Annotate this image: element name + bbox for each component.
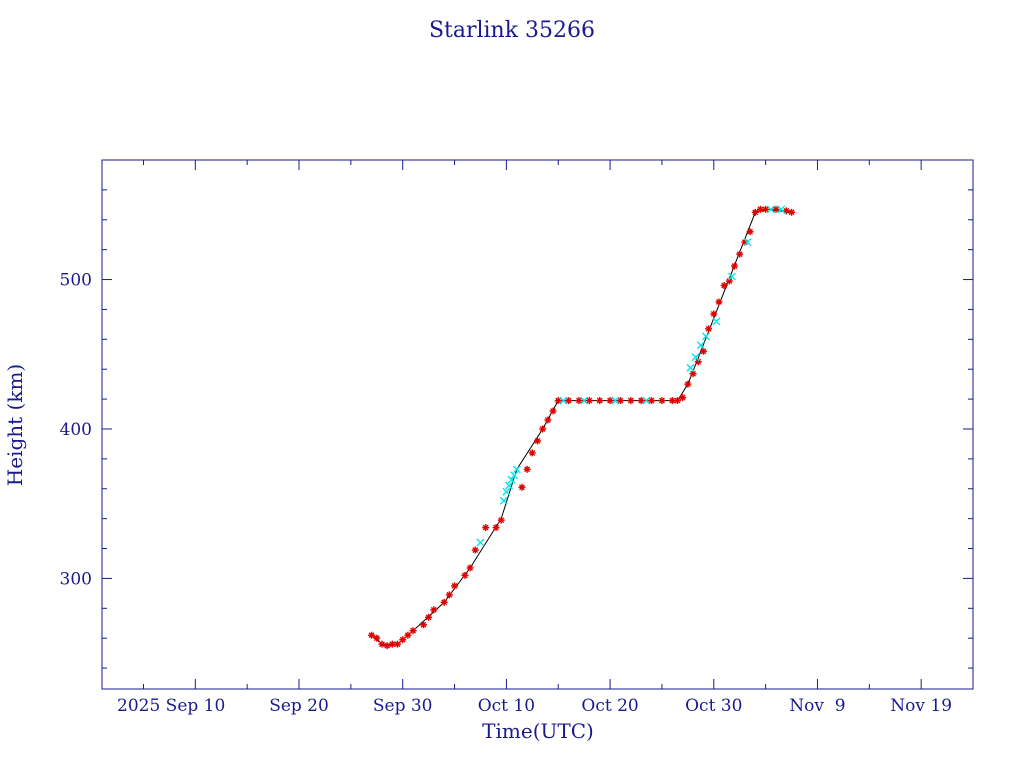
star-point — [471, 546, 479, 554]
star-point — [482, 524, 490, 532]
star-point — [368, 631, 376, 639]
cross-point — [502, 487, 511, 496]
star-point — [710, 310, 718, 318]
cross-point — [702, 332, 710, 341]
cross-point — [777, 205, 786, 214]
cross-point — [507, 475, 516, 484]
star-point — [637, 397, 645, 405]
star-point — [565, 397, 573, 405]
star-point — [699, 347, 707, 355]
cross-point — [499, 496, 508, 505]
star-point — [648, 397, 656, 405]
cross-point — [559, 396, 568, 405]
star-point — [492, 524, 500, 532]
x-tick-label: Nov 9 — [789, 696, 845, 716]
axis-ticks — [102, 159, 973, 689]
star-point — [684, 380, 692, 388]
star-point — [378, 640, 386, 648]
star-point — [606, 397, 614, 405]
star-point — [461, 571, 469, 579]
cross-point — [712, 317, 721, 326]
star-point — [534, 437, 541, 445]
star-point — [440, 598, 448, 606]
star-point — [585, 397, 593, 405]
star-point — [788, 208, 796, 216]
star-point — [746, 228, 754, 236]
x-tick-label: Oct 20 — [581, 696, 638, 716]
x-axis-label: Time(UTC) — [482, 719, 594, 743]
star-point — [616, 397, 624, 405]
star-point — [554, 397, 562, 405]
star-point — [751, 208, 759, 216]
star-point — [404, 631, 412, 639]
star-point — [705, 325, 713, 333]
y-axis-label: Height (km) — [3, 364, 27, 486]
cross-point — [476, 538, 485, 547]
star-point — [445, 591, 453, 599]
star-point — [497, 516, 505, 524]
cross-point — [766, 205, 775, 214]
x-tick-label: Oct 10 — [478, 696, 535, 716]
star-point — [523, 465, 531, 473]
star-point — [409, 627, 417, 635]
star-point — [425, 613, 433, 621]
x-tick-label: Sep 20 — [269, 696, 329, 716]
cross-point — [504, 481, 513, 490]
cross-point — [696, 341, 705, 350]
cross-point — [743, 238, 752, 247]
cross-point — [512, 465, 521, 474]
star-point — [596, 397, 604, 405]
star-point — [451, 582, 459, 590]
x-tick-label: Sep 30 — [373, 696, 433, 716]
cross-point — [727, 272, 736, 281]
y-tick-label: 400 — [60, 420, 92, 440]
star-point — [762, 205, 770, 213]
star-point — [627, 397, 635, 405]
cross-point — [642, 396, 651, 405]
star-point — [419, 621, 427, 629]
star-point — [539, 425, 547, 433]
star-point — [772, 205, 780, 213]
star-point — [466, 564, 474, 572]
star-point — [673, 397, 681, 405]
star-point — [394, 640, 402, 648]
cross-point — [691, 353, 700, 362]
tick-labels: 2025 Sep 10 Sep 20 Sep 30 Oct 10 Oct 20 Oct 3… — [60, 271, 952, 716]
plot-frame — [101, 159, 974, 690]
data-points — [368, 205, 796, 650]
trajectory-line — [371, 208, 792, 647]
star-point — [679, 394, 687, 402]
star-point — [694, 358, 702, 366]
star-point — [518, 483, 526, 491]
x-tick-label: 2025 Sep 10 — [117, 696, 225, 716]
cross-point — [611, 396, 620, 405]
star-point — [544, 416, 552, 424]
star-point — [731, 262, 739, 270]
star-point — [383, 642, 391, 650]
x-tick-label: Nov 19 — [890, 696, 952, 716]
star-point — [736, 250, 744, 258]
star-point — [430, 606, 438, 614]
y-tick-label: 300 — [60, 569, 92, 589]
star-point — [528, 449, 536, 457]
star-point — [575, 397, 583, 405]
y-tick-label: 500 — [60, 271, 92, 291]
star-point — [689, 370, 697, 378]
cross-point — [580, 396, 589, 405]
star-point — [756, 205, 764, 213]
x-tick-label: Oct 30 — [685, 696, 742, 716]
star-point — [782, 207, 790, 215]
star-point — [715, 298, 723, 306]
star-point — [658, 397, 666, 405]
chart-title: Starlink 35266 — [429, 18, 595, 43]
series-2-points — [476, 205, 786, 547]
cross-point — [686, 363, 695, 372]
star-point — [549, 407, 557, 415]
star-point — [720, 282, 728, 290]
star-point — [373, 634, 381, 642]
series-1-points — [368, 205, 796, 650]
star-point — [399, 636, 407, 644]
cross-point — [510, 471, 519, 480]
